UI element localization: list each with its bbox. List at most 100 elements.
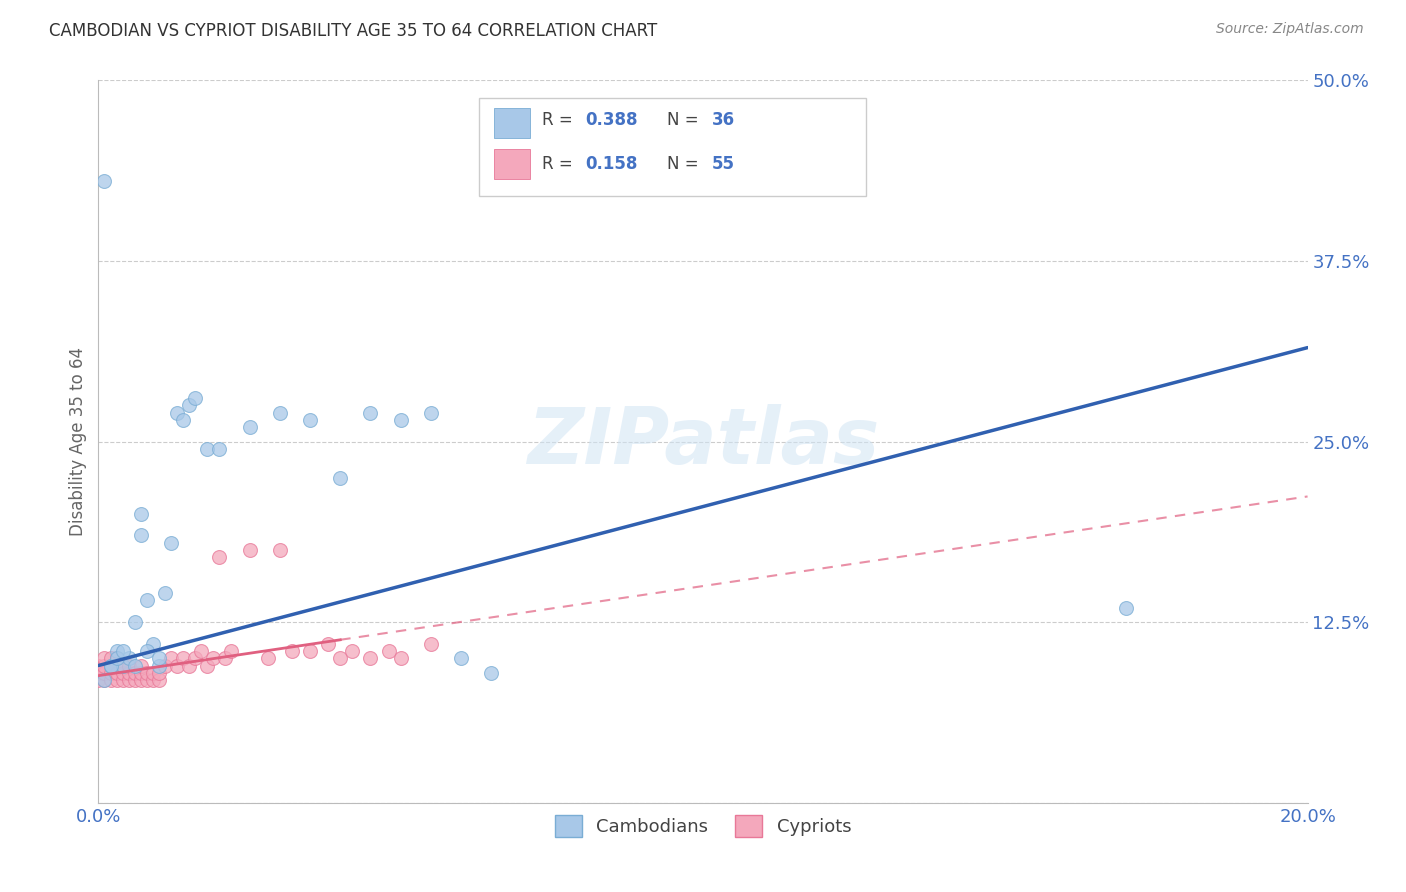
Point	[124, 673, 146, 687]
Text: 0.388: 0.388	[586, 112, 638, 129]
Text: ZIPatlas: ZIPatlas	[527, 403, 879, 480]
Point	[153, 658, 176, 673]
Point	[135, 665, 157, 680]
Point	[118, 658, 141, 673]
Point	[100, 658, 122, 673]
Text: R =: R =	[543, 154, 578, 173]
Point	[93, 658, 115, 673]
Point	[269, 406, 291, 420]
Bar	[494, 149, 530, 179]
Point	[166, 406, 188, 420]
Point	[87, 658, 110, 673]
Point	[87, 673, 110, 687]
Point	[281, 644, 304, 658]
FancyBboxPatch shape	[479, 98, 866, 196]
Point	[135, 644, 157, 658]
Point	[93, 665, 115, 680]
Point	[124, 665, 146, 680]
Point	[420, 637, 443, 651]
Text: R =: R =	[543, 112, 578, 129]
Point	[179, 398, 201, 412]
Point	[202, 651, 225, 665]
Point	[239, 420, 262, 434]
Point	[129, 673, 152, 687]
Point	[299, 644, 322, 658]
Point	[129, 528, 152, 542]
Point	[208, 550, 231, 565]
Point	[111, 665, 134, 680]
Point	[148, 665, 170, 680]
Bar	[494, 108, 530, 138]
Point	[118, 665, 141, 680]
Point	[93, 673, 115, 687]
Point	[360, 406, 382, 420]
Point	[105, 651, 128, 665]
Point	[389, 651, 412, 665]
Point	[100, 658, 122, 673]
Point	[93, 651, 115, 665]
Point	[142, 637, 165, 651]
Point	[256, 651, 278, 665]
Point	[172, 651, 194, 665]
Legend: Cambodians, Cypriots: Cambodians, Cypriots	[547, 808, 859, 845]
Point	[124, 658, 146, 673]
Text: N =: N =	[666, 112, 703, 129]
Point	[481, 665, 503, 680]
Point	[111, 644, 134, 658]
Point	[184, 651, 207, 665]
Point	[135, 593, 157, 607]
Point	[172, 413, 194, 427]
Text: CAMBODIAN VS CYPRIOT DISABILITY AGE 35 TO 64 CORRELATION CHART: CAMBODIAN VS CYPRIOT DISABILITY AGE 35 T…	[49, 22, 658, 40]
Point	[105, 651, 128, 665]
Text: N =: N =	[666, 154, 703, 173]
Point	[129, 665, 152, 680]
Point	[100, 651, 122, 665]
Point	[316, 637, 339, 651]
Point	[360, 651, 382, 665]
Point	[377, 644, 399, 658]
Point	[166, 658, 188, 673]
Point	[214, 651, 236, 665]
Point	[124, 615, 146, 630]
Point	[179, 658, 201, 673]
Point	[299, 413, 322, 427]
Point	[105, 644, 128, 658]
Point	[129, 507, 152, 521]
Point	[148, 673, 170, 687]
Point	[208, 442, 231, 456]
Point	[160, 651, 183, 665]
Point	[342, 644, 364, 658]
Point	[142, 665, 165, 680]
Point	[93, 673, 115, 687]
Point	[100, 658, 122, 673]
Point	[100, 665, 122, 680]
Point	[105, 673, 128, 687]
Point	[135, 673, 157, 687]
Text: 36: 36	[711, 112, 734, 129]
Point	[389, 413, 412, 427]
Point	[1115, 600, 1137, 615]
Point	[100, 673, 122, 687]
Point	[184, 391, 207, 405]
Point	[239, 542, 262, 557]
Point	[269, 542, 291, 557]
Text: 0.158: 0.158	[586, 154, 638, 173]
Point	[129, 658, 152, 673]
Point	[190, 644, 212, 658]
Point	[195, 442, 218, 456]
Text: Source: ZipAtlas.com: Source: ZipAtlas.com	[1216, 22, 1364, 37]
Point	[111, 673, 134, 687]
Point	[142, 673, 165, 687]
Point	[87, 665, 110, 680]
Point	[105, 665, 128, 680]
Y-axis label: Disability Age 35 to 64: Disability Age 35 to 64	[69, 347, 87, 536]
Point	[329, 470, 352, 484]
Point	[450, 651, 472, 665]
Point	[111, 658, 134, 673]
Point	[420, 406, 443, 420]
Point	[221, 644, 243, 658]
Point	[148, 651, 170, 665]
Point	[160, 535, 183, 549]
Text: 55: 55	[711, 154, 734, 173]
Point	[118, 651, 141, 665]
